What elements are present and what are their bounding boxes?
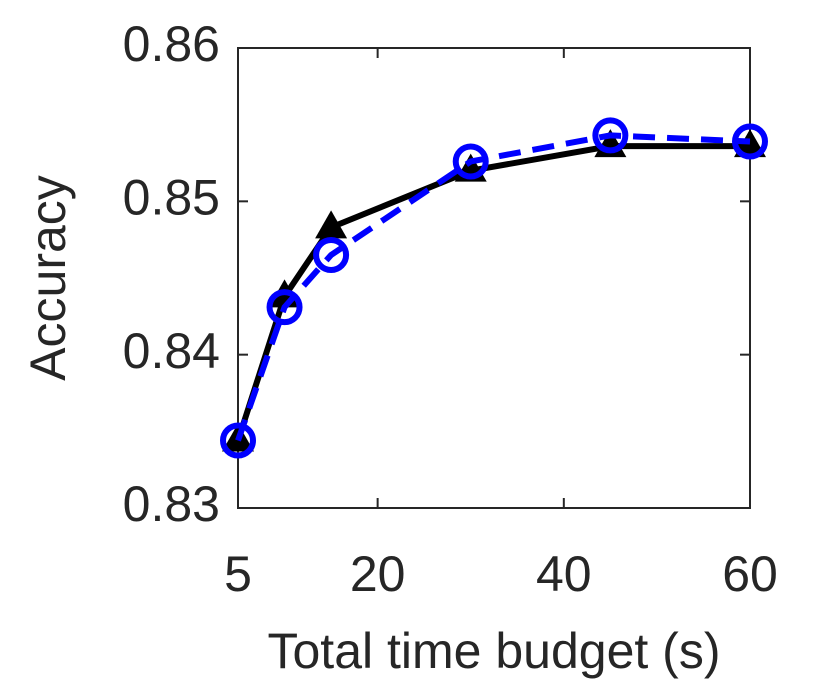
x-axis-label: Total time budget (s)	[268, 623, 721, 679]
marker	[266, 289, 303, 326]
y-tick-label: 0.83	[123, 476, 220, 532]
marker	[313, 237, 350, 273]
marker	[220, 422, 256, 459]
x-tick-label: 60	[722, 546, 778, 602]
series-line	[235, 143, 750, 442]
x-tick-label: 5	[224, 546, 252, 602]
y-tick-label: 0.85	[123, 170, 220, 226]
y-axis-label: Accuracy	[20, 175, 76, 381]
marker	[734, 129, 766, 158]
marker	[315, 210, 348, 239]
marker	[732, 123, 768, 160]
y-tick-label: 0.84	[123, 323, 220, 379]
x-tick-label: 40	[536, 546, 592, 602]
plot-frame	[237, 47, 751, 509]
y-tick-label: 0.86	[123, 16, 220, 72]
series-line	[235, 132, 751, 442]
x-tick-label: 20	[350, 546, 406, 602]
marker	[452, 143, 489, 180]
marker	[592, 117, 629, 154]
